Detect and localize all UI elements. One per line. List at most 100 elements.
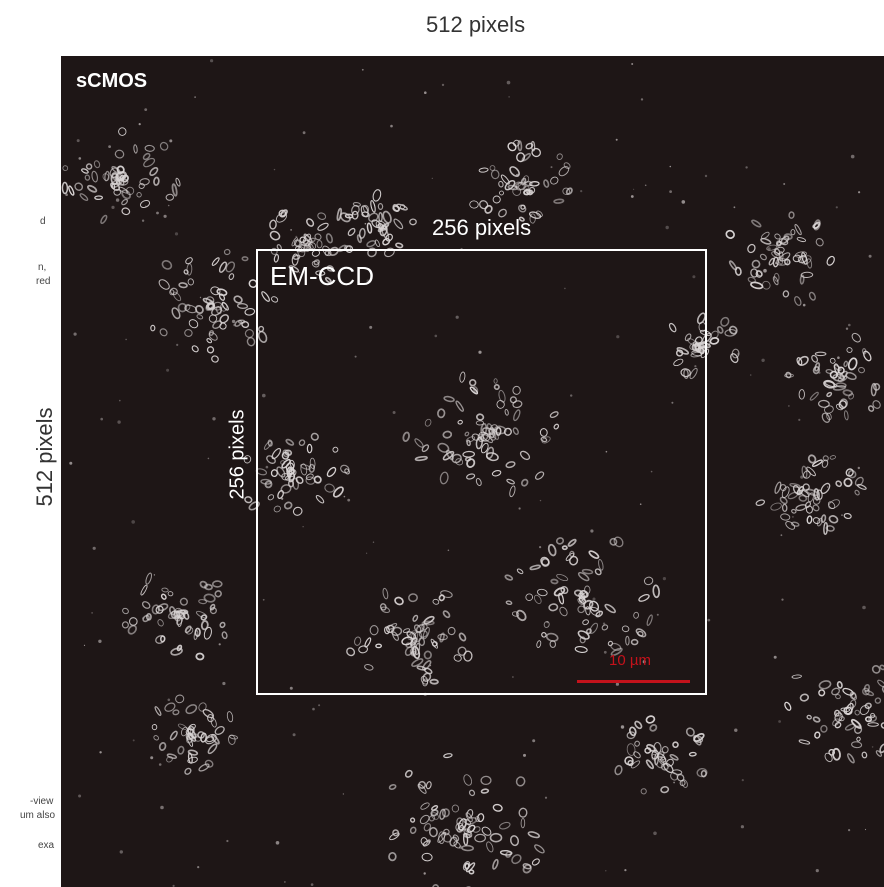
mitochondrion xyxy=(750,281,764,290)
mitochondrion xyxy=(184,767,192,775)
speck xyxy=(862,605,866,610)
speck xyxy=(119,850,123,854)
speck xyxy=(616,335,620,339)
speck xyxy=(309,242,313,245)
speck xyxy=(515,173,519,177)
speck xyxy=(518,507,521,510)
mitochondrion xyxy=(610,647,623,656)
mitochondrion xyxy=(511,611,520,617)
mitochondrion xyxy=(171,183,178,197)
mitochondrion xyxy=(420,675,429,685)
mitochondrion xyxy=(589,622,599,634)
mitochondrion xyxy=(865,716,872,723)
speck xyxy=(818,371,821,374)
speck xyxy=(160,805,164,810)
mitochondrion xyxy=(431,812,439,820)
mitochondrion xyxy=(832,747,841,761)
speck xyxy=(156,211,159,215)
speck xyxy=(197,866,200,869)
mitochondrion xyxy=(244,328,254,339)
mitochondrion xyxy=(257,330,268,343)
speck xyxy=(176,343,179,346)
mitochondrion xyxy=(313,475,322,484)
mitochondrion xyxy=(79,193,89,202)
mitochondrion xyxy=(843,410,849,421)
mitochondrion xyxy=(645,759,655,770)
mitochondrion xyxy=(314,233,322,241)
mitochondrion xyxy=(660,785,670,794)
mitochondrion xyxy=(177,723,187,730)
mitochondrion xyxy=(244,496,253,504)
mitochondrion xyxy=(845,468,854,477)
mitochondrion xyxy=(854,476,864,487)
mitochondrion xyxy=(536,640,542,648)
mitochondrion xyxy=(653,741,662,754)
mitochondrion xyxy=(180,726,189,737)
speck xyxy=(231,319,236,324)
mitochondrion xyxy=(646,743,656,752)
mitochondrion xyxy=(794,224,802,236)
speck xyxy=(644,184,647,187)
mitochondrion xyxy=(437,408,446,419)
mitochondrion xyxy=(229,734,239,740)
mitochondrion xyxy=(157,603,169,612)
mitochondrion xyxy=(466,458,476,468)
mitochondrion xyxy=(805,488,819,497)
mitochondrion xyxy=(679,779,686,787)
mitochondrion xyxy=(358,645,369,654)
mitochondrion xyxy=(689,367,698,380)
mitochondrion xyxy=(791,508,797,514)
mitochondrion xyxy=(526,189,534,196)
mitochondrion xyxy=(812,366,821,375)
mitochondrion xyxy=(437,633,448,641)
mitochondrion xyxy=(842,687,854,696)
mitochondrion xyxy=(118,127,127,136)
mitochondrion xyxy=(385,624,395,634)
speck xyxy=(544,796,548,799)
mitochondrion xyxy=(778,238,789,246)
speck xyxy=(603,650,607,654)
mitochondrion xyxy=(529,564,541,571)
mitochondrion xyxy=(683,368,689,380)
speck xyxy=(550,166,553,169)
mitochondrion xyxy=(204,583,213,591)
speck xyxy=(429,665,432,667)
speck xyxy=(506,80,511,85)
mitochondrion xyxy=(475,413,485,421)
mitochondrion xyxy=(861,751,868,759)
mitochondrion xyxy=(829,455,836,460)
mitochondrion xyxy=(94,195,104,201)
mitochondrion xyxy=(439,471,449,485)
mitochondrion xyxy=(469,200,479,209)
mitochondrion xyxy=(151,724,158,731)
mitochondrion xyxy=(198,598,208,605)
speck xyxy=(871,746,874,748)
mitochondrion xyxy=(794,296,802,306)
mitochondrion xyxy=(248,279,258,288)
emccd-roi-box: EM-CCD 256 pixels 256 pixels xyxy=(227,215,707,695)
mitochondrion xyxy=(594,568,602,576)
mitochondrion xyxy=(595,610,604,618)
speck xyxy=(546,621,549,624)
mitochondrion xyxy=(472,386,479,394)
mitochondrion xyxy=(509,485,516,498)
speck xyxy=(390,124,393,128)
mitochondrion xyxy=(209,607,217,615)
mitochondrion xyxy=(684,333,692,342)
mitochondrion xyxy=(174,611,186,619)
mitochondrion xyxy=(518,807,528,818)
mitochondrion xyxy=(498,208,507,218)
mitochondrion xyxy=(505,851,512,858)
mitochondrion xyxy=(204,733,217,745)
mitochondrion xyxy=(451,804,460,813)
mitochondrion xyxy=(784,701,792,711)
mitochondrion xyxy=(453,841,461,849)
mitochondrion xyxy=(114,149,125,159)
mitochondrion xyxy=(836,681,843,689)
speck xyxy=(92,546,96,550)
mitochondrion xyxy=(871,665,881,674)
mitochondrion xyxy=(499,849,513,856)
mitochondrion xyxy=(633,751,641,759)
mitochondrion xyxy=(751,219,762,228)
mitochondrion xyxy=(382,210,392,224)
